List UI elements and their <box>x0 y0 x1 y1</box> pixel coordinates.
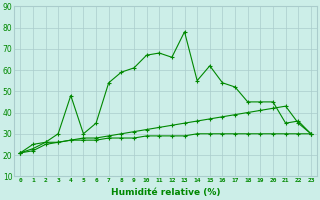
X-axis label: Humidité relative (%): Humidité relative (%) <box>111 188 220 197</box>
